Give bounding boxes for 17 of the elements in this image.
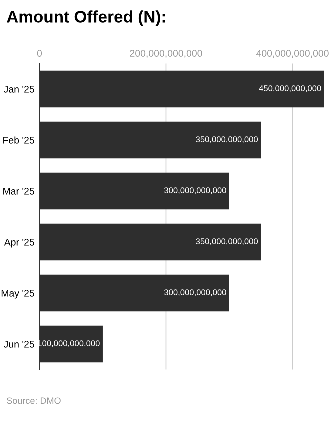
x-tick-label: 0 [37,50,42,57]
chart-title: Amount Offered (N): [7,10,166,26]
data-label: 350,000,000,000 [196,136,258,144]
data-label: 300,000,000,000 [164,188,226,194]
y-tick-label: Jan '25 [4,86,34,93]
data-label: 450,000,000,000 [259,86,322,92]
y-tick-label: Apr '25 [4,238,34,248]
data-label: 100,000,000,000 [38,340,100,348]
y-tick-label: Jun '25 [4,340,34,348]
data-label: 300,000,000,000 [164,290,226,296]
x-tick-label: 200,000,000,000 [130,50,202,58]
source-note: Source: DMO [7,398,61,404]
data-label: 350,000,000,000 [196,238,258,246]
x-tick-label: 400,000,000,000 [256,50,329,58]
y-tick-label: Mar '25 [4,188,34,195]
y-tick-label: Feb '25 [4,136,34,144]
y-tick-label: May '25 [2,290,34,299]
